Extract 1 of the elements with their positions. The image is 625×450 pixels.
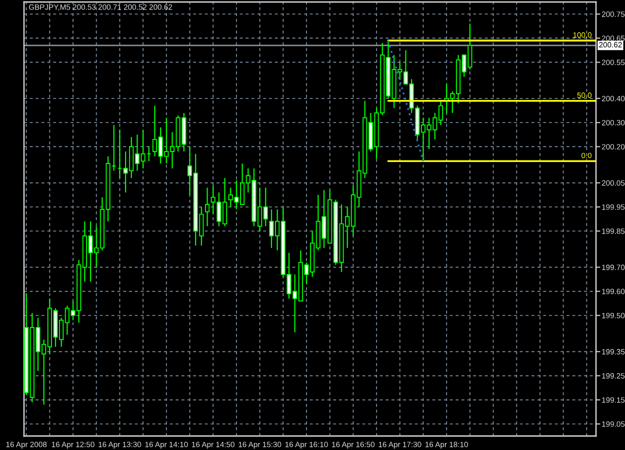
candlestick	[204, 187, 210, 227]
